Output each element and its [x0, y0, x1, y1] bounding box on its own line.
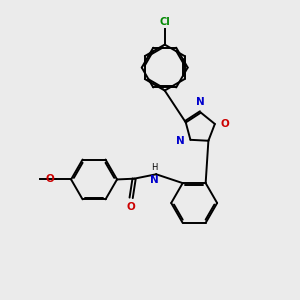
Text: O: O — [220, 119, 229, 129]
Text: H: H — [152, 163, 158, 172]
Text: O: O — [45, 174, 54, 184]
Text: N: N — [150, 175, 159, 185]
Text: N: N — [176, 136, 185, 146]
Text: Cl: Cl — [159, 17, 170, 27]
Text: N: N — [196, 97, 205, 107]
Text: O: O — [127, 202, 136, 212]
